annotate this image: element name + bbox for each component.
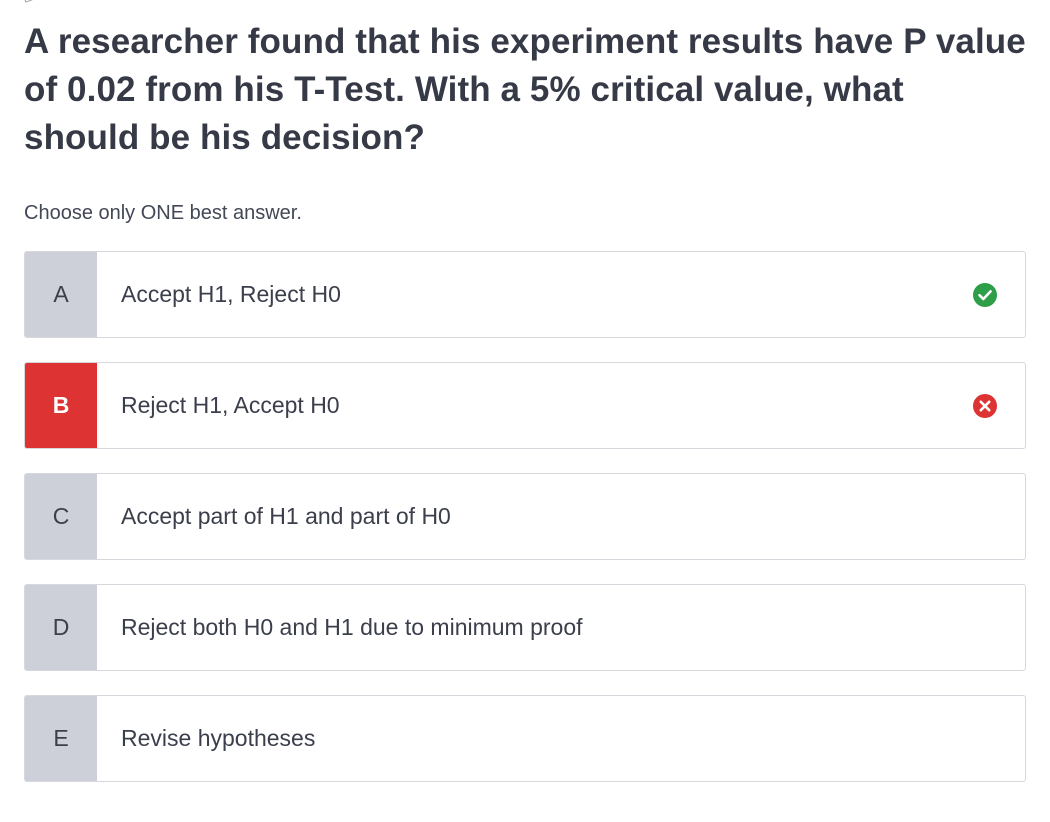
option-letter: C [25, 474, 97, 559]
chevron-up-icon [23, 0, 36, 3]
option-e[interactable]: E Revise hypotheses [24, 695, 1026, 782]
option-b[interactable]: B Reject H1, Accept H0 [24, 362, 1026, 449]
status-indicator [945, 696, 1025, 781]
option-letter: B [25, 363, 97, 448]
status-indicator [945, 585, 1025, 670]
x-circle-icon [973, 393, 997, 418]
option-letter: D [25, 585, 97, 670]
check-circle-icon [973, 282, 997, 307]
option-letter: E [25, 696, 97, 781]
option-c[interactable]: C Accept part of H1 and part of H0 [24, 473, 1026, 560]
status-indicator [945, 252, 1025, 337]
question-title: A researcher found that his experiment r… [24, 22, 1026, 157]
option-a[interactable]: A Accept H1, Reject H0 [24, 251, 1026, 338]
instruction-text: Choose only ONE best answer. [24, 202, 302, 224]
status-indicator [945, 363, 1025, 448]
option-letter: A [25, 252, 97, 337]
option-d[interactable]: D Reject both H0 and H1 due to minimum p… [24, 584, 1026, 671]
option-label: Reject H1, Accept H0 [121, 392, 340, 418]
option-label: Accept part of H1 and part of H0 [121, 503, 451, 529]
option-label: Reject both H0 and H1 due to minimum pro… [121, 614, 583, 640]
option-label: Accept H1, Reject H0 [121, 281, 341, 307]
option-label: Revise hypotheses [121, 725, 316, 751]
status-indicator [945, 474, 1025, 559]
answer-options: A Accept H1, Reject H0 B Reject H1, Acce… [24, 251, 1026, 806]
